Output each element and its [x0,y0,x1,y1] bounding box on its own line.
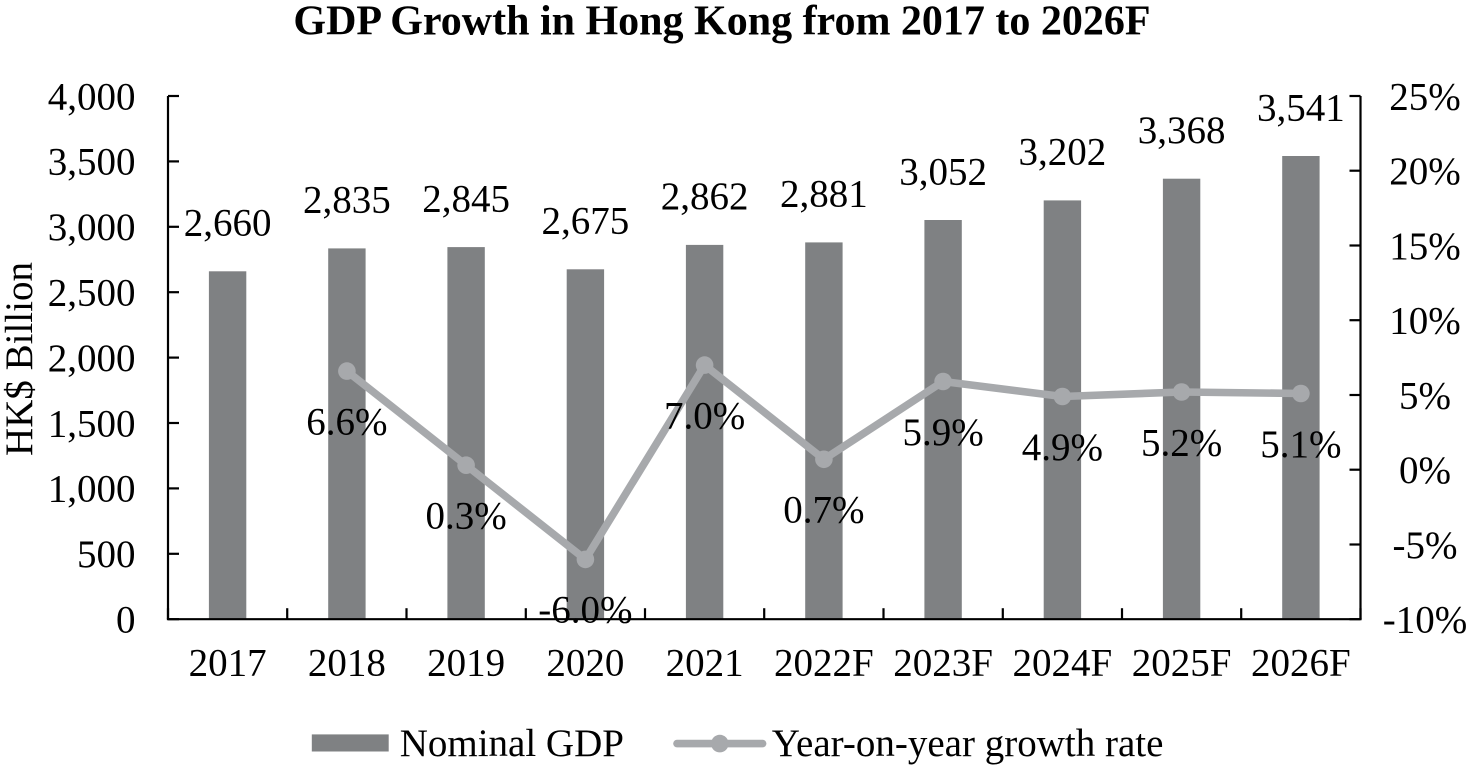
svg-text:5%: 5% [1399,374,1451,417]
svg-text:-10%: -10% [1383,599,1467,642]
svg-text:25%: 25% [1389,75,1461,118]
svg-text:6.6%: 6.6% [306,400,387,443]
svg-text:1,000: 1,000 [48,468,136,511]
svg-text:2,660: 2,660 [184,202,272,245]
svg-text:2024F: 2024F [1013,641,1113,684]
svg-text:2026F: 2026F [1251,641,1351,684]
svg-text:2023F: 2023F [893,641,993,684]
svg-text:2,881: 2,881 [780,173,868,216]
svg-text:5.2%: 5.2% [1141,421,1222,464]
svg-text:5.1%: 5.1% [1260,423,1341,466]
svg-text:2020: 2020 [546,641,624,684]
svg-text:2022F: 2022F [774,641,874,684]
svg-text:7.0%: 7.0% [664,394,745,437]
svg-text:HK$ Billion: HK$ Billion [0,262,41,456]
svg-text:2,000: 2,000 [48,337,136,380]
svg-text:1,500: 1,500 [48,402,136,445]
svg-text:GDP Growth in Hong Kong from 2: GDP Growth in Hong Kong from 2017 to 202… [293,0,1150,45]
svg-text:3,202: 3,202 [1019,131,1107,174]
svg-text:3,500: 3,500 [48,141,136,184]
svg-text:0: 0 [116,599,136,642]
svg-text:15%: 15% [1389,225,1461,268]
svg-text:2,675: 2,675 [542,200,630,243]
svg-text:2018: 2018 [308,641,386,684]
svg-text:3,052: 3,052 [899,150,987,193]
svg-text:3,541: 3,541 [1257,86,1345,129]
svg-text:4.9%: 4.9% [1022,426,1103,469]
svg-text:2,862: 2,862 [661,175,749,218]
svg-text:-6.0%: -6.0% [538,589,632,632]
svg-text:0.3%: 0.3% [425,495,506,538]
svg-text:2,500: 2,500 [48,272,136,315]
svg-text:2019: 2019 [427,641,505,684]
svg-text:3,368: 3,368 [1138,109,1226,152]
svg-text:4,000: 4,000 [48,75,136,118]
svg-text:2,835: 2,835 [303,179,391,222]
svg-text:10%: 10% [1389,300,1461,343]
svg-text:2025F: 2025F [1132,641,1232,684]
svg-text:20%: 20% [1389,150,1461,193]
svg-text:0%: 0% [1399,449,1451,492]
svg-text:Year-on-year growth rate: Year-on-year growth rate [772,722,1164,765]
svg-text:-5%: -5% [1393,524,1458,567]
svg-text:2021: 2021 [666,641,744,684]
svg-text:Nominal GDP: Nominal GDP [400,722,624,765]
svg-text:500: 500 [77,533,136,576]
svg-text:5.9%: 5.9% [902,411,983,454]
svg-text:2017: 2017 [189,641,267,684]
svg-text:2,845: 2,845 [422,177,510,220]
svg-text:3,000: 3,000 [48,206,136,249]
svg-text:0.7%: 0.7% [783,489,864,532]
